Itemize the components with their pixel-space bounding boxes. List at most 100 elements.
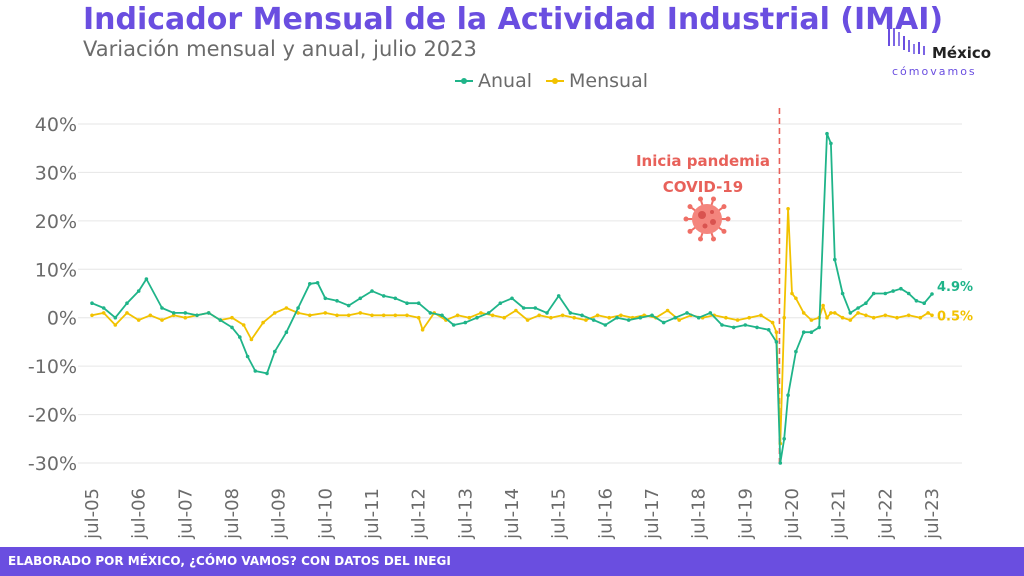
data-point-mensual <box>801 311 806 315</box>
legend-swatch-mensual <box>546 75 565 87</box>
data-point-mensual <box>809 318 814 322</box>
data-point-anual <box>661 320 666 325</box>
data-point-anual <box>238 335 242 339</box>
data-point-anual <box>144 277 149 281</box>
data-point-mensual <box>249 337 254 342</box>
x-tick-label: jul-07 <box>175 488 196 540</box>
data-point-anual <box>101 306 106 310</box>
data-point-mensual <box>825 315 829 320</box>
data-point-mensual <box>856 311 860 315</box>
data-point-anual <box>556 294 561 298</box>
data-point-anual <box>358 296 363 301</box>
data-point-anual <box>809 330 814 335</box>
data-point-anual <box>533 306 538 310</box>
data-point-mensual <box>125 311 129 315</box>
x-tick-label: jul-13 <box>455 488 476 540</box>
data-point-mensual <box>549 315 553 320</box>
data-point-mensual <box>416 315 421 320</box>
data-point-mensual <box>864 313 868 318</box>
data-point-mensual <box>405 313 409 318</box>
data-point-mensual <box>183 315 188 320</box>
data-point-anual <box>914 299 919 303</box>
data-point-mensual <box>677 318 681 322</box>
data-point-mensual <box>230 315 234 320</box>
data-point-mensual <box>735 318 740 322</box>
data-point-mensual <box>308 313 312 318</box>
virus-icon <box>683 196 731 242</box>
data-point-anual <box>568 311 573 315</box>
data-point-mensual <box>906 313 911 318</box>
legend-item-mensual[interactable]: Mensual <box>546 70 648 92</box>
x-tick-label: jul-11 <box>362 488 383 540</box>
x-tick-label: jul-06 <box>129 488 150 540</box>
data-point-anual <box>498 301 503 306</box>
data-point-anual <box>883 291 888 296</box>
data-point-mensual <box>724 315 728 320</box>
data-point-mensual <box>926 311 930 315</box>
data-point-anual <box>463 320 468 325</box>
data-point-anual <box>825 131 829 136</box>
data-point-mensual <box>782 315 786 320</box>
y-tick-label: 0% <box>47 308 77 330</box>
chart-title: Indicador Mensual de la Actividad Indust… <box>83 2 944 37</box>
data-point-anual <box>521 306 526 310</box>
data-point-anual <box>899 286 903 291</box>
data-point-mensual <box>323 311 328 315</box>
data-point-mensual <box>381 313 386 318</box>
data-point-mensual <box>619 313 623 318</box>
data-point-mensual <box>895 315 899 320</box>
data-point-mensual <box>101 311 106 315</box>
annotation-label: COVID-19 <box>663 178 743 196</box>
data-point-anual <box>731 325 736 330</box>
legend-item-anual[interactable]: Anual <box>455 70 532 92</box>
data-point-anual <box>90 301 94 306</box>
data-point-anual <box>906 291 911 296</box>
y-tick-label: 30% <box>35 162 77 184</box>
data-point-anual <box>922 301 926 306</box>
data-point-anual <box>381 294 386 298</box>
data-point-anual <box>864 301 868 306</box>
data-point-mensual <box>759 313 763 318</box>
data-point-anual <box>284 330 289 335</box>
data-point-anual <box>308 282 312 286</box>
data-point-anual <box>778 461 783 465</box>
data-point-anual <box>603 323 608 327</box>
data-point-anual <box>829 141 833 146</box>
data-point-anual <box>296 306 300 310</box>
data-point-anual <box>930 292 934 296</box>
logo-tagline: cómovamos <box>892 65 977 78</box>
x-tick-label: jul-09 <box>269 488 290 540</box>
data-point-mensual <box>273 311 277 315</box>
data-point-anual <box>428 311 433 315</box>
data-point-anual <box>801 330 806 335</box>
y-tick-label: 40% <box>35 114 77 136</box>
series-line-mensual <box>91 207 933 445</box>
data-point-anual <box>416 301 421 306</box>
data-point-anual <box>708 311 713 315</box>
data-point-anual <box>626 318 631 322</box>
data-point-mensual <box>358 311 363 315</box>
x-tick-label: jul-12 <box>409 488 430 540</box>
data-point-mensual <box>284 306 289 310</box>
data-point-anual <box>206 311 211 315</box>
end-label-mensual: 0.5% <box>937 309 973 324</box>
chart-legend: Anual Mensual <box>455 70 648 92</box>
data-point-anual <box>591 318 596 322</box>
data-point-mensual <box>136 318 141 322</box>
data-point-anual <box>370 289 374 293</box>
data-point-anual <box>580 313 584 318</box>
data-point-mensual <box>420 328 425 332</box>
data-point-mensual <box>584 318 588 322</box>
end-label-anual: 4.9% <box>937 280 973 295</box>
logo-bars-icon <box>888 24 925 55</box>
y-tick-label: 10% <box>35 259 77 281</box>
x-tick-label: jul-15 <box>549 488 570 540</box>
data-point-mensual <box>840 315 845 320</box>
data-point-anual <box>451 323 456 327</box>
data-point-anual <box>113 315 118 320</box>
data-point-anual <box>871 291 876 296</box>
y-tick-label: -20% <box>28 405 77 427</box>
footer-credit: ELABORADO POR MÉXICO, ¿CÓMO VAMOS? CON D… <box>0 547 1024 576</box>
data-point-anual <box>218 318 223 322</box>
data-point-mensual <box>393 313 398 318</box>
